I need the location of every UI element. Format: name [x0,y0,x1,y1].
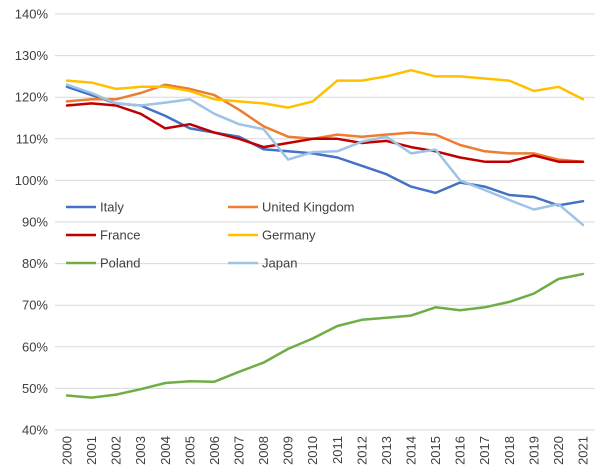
x-axis-tick-label: 2015 [428,436,443,465]
legend-label-united-kingdom: United Kingdom [262,200,355,215]
y-axis-tick-label: 40% [22,423,48,438]
x-axis-tick-label: 2001 [84,436,99,465]
x-axis-tick-label: 2003 [133,436,148,465]
x-axis-tick-label: 2007 [232,436,247,465]
y-axis-tick-label: 50% [22,381,48,396]
y-axis-tick-label: 100% [15,173,49,188]
x-axis-tick-label: 2020 [551,436,566,465]
y-axis-tick-label: 80% [22,256,48,271]
legend-label-italy: Italy [100,200,124,215]
y-axis-tick-label: 70% [22,298,48,313]
x-axis-tick-label: 2021 [576,436,591,465]
series-line-japan [65,83,585,227]
y-axis-tick-label: 110% [16,131,49,146]
x-axis-tick-label: 2004 [158,436,173,465]
series-line-poland [65,272,585,399]
x-axis-tick-label: 2013 [379,436,394,465]
legend-label-germany: Germany [262,228,316,243]
x-axis-tick-label: 2019 [526,436,541,465]
y-axis-tick-label: 90% [22,215,48,230]
x-axis-tick-label: 2005 [182,436,197,465]
series-line-united-kingdom [65,83,585,163]
x-axis-tick-label: 2017 [477,436,492,465]
y-axis-tick-label: 130% [15,48,49,63]
series-line-italy [65,85,585,207]
series-line-france [65,102,585,163]
legend-label-japan: Japan [262,256,297,271]
x-axis-tick-label: 2002 [109,436,124,465]
x-axis-tick-label: 2014 [404,436,419,465]
x-axis-tick-label: 2018 [502,436,517,465]
y-axis-tick-label: 140% [15,7,49,22]
legend-label-poland: Poland [100,256,140,271]
x-axis-tick-label: 2006 [207,436,222,465]
y-axis-tick-label: 120% [15,90,49,105]
legend-label-france: France [100,228,140,243]
y-axis-tick-label: 60% [22,339,48,354]
x-axis-tick-label: 2009 [281,436,296,465]
x-axis-tick-label: 2016 [453,436,468,465]
x-axis-tick-label: 2000 [60,436,75,465]
x-axis-tick-label: 2008 [256,436,271,465]
x-axis-tick-label: 2010 [305,436,320,465]
x-axis-tick-label: 2012 [354,436,369,465]
series-line-germany [65,68,585,109]
x-axis-tick-label: 2011 [330,436,345,464]
